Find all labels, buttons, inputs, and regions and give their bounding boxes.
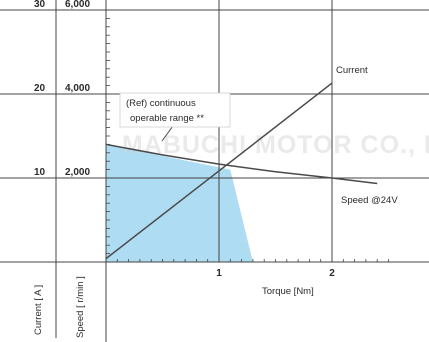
x-tick-label: 1 (216, 268, 222, 279)
x-tick-label: 2 (329, 268, 335, 279)
current-tick-label: 20 (34, 83, 46, 94)
speed-tick-labels: 2,000 4,000 6,000 (65, 0, 90, 178)
current-series-line (105, 82, 333, 260)
x-axis-title: Torque [Nm] (262, 286, 314, 297)
current-series-label: Current (336, 65, 368, 76)
speed-series-line (105, 143, 378, 185)
region-annotation-line-1: (Ref) continuous (126, 98, 196, 109)
speed-tick-label: 2,000 (65, 167, 90, 178)
current-tick-label: 30 (34, 0, 46, 10)
watermark-text: MABUCHI MOTOR CO., LTD (122, 131, 429, 159)
region-annotation-line-2: operable range ** (130, 113, 204, 124)
speed-tick-label: 6,000 (65, 0, 90, 10)
current-axis-title: Current [ A ] (33, 285, 44, 335)
speed-tick-label: 4,000 (65, 83, 90, 94)
region-annotation-box (119, 92, 231, 128)
speed-axis-title: Speed [ r/min ] (75, 276, 86, 338)
current-tick-labels: 10 20 30 (34, 0, 46, 178)
current-tick-label: 10 (34, 167, 46, 178)
speed-series-label: Speed @24V (341, 195, 398, 206)
